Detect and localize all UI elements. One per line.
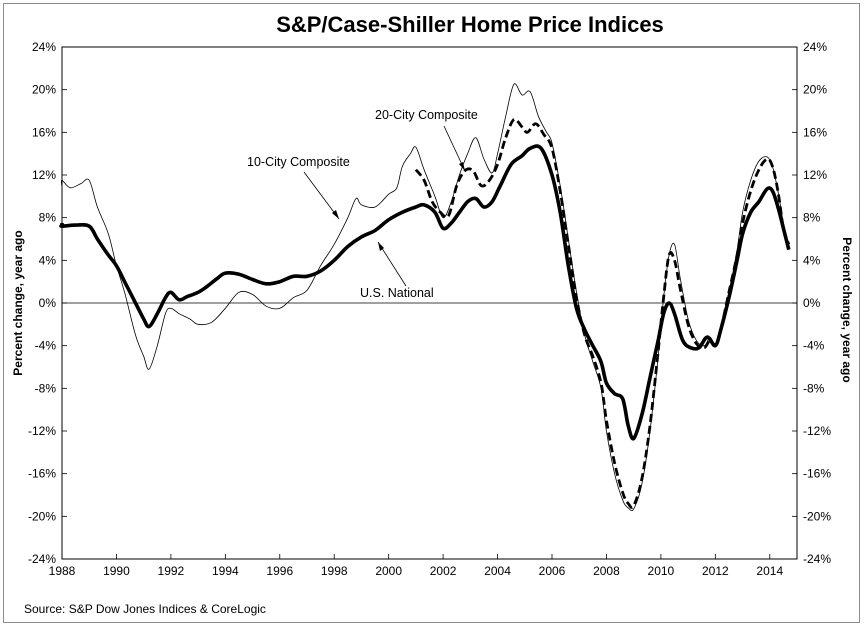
y-tick-label-left: 12% <box>32 168 56 182</box>
x-tick-label: 2002 <box>430 564 457 578</box>
x-tick-label: 1988 <box>49 564 76 578</box>
annotation-us-national-pointer <box>377 241 407 287</box>
y-tick-label-left: 16% <box>32 125 56 139</box>
y-tick-label-right: 24% <box>803 40 827 54</box>
series-line-20-city-composite <box>414 117 791 509</box>
y-tick-label-left: -4% <box>35 339 57 353</box>
chart-frame <box>3 3 860 623</box>
annotation-20-city-arrowhead <box>459 162 465 171</box>
y-tick-label-right: -24% <box>803 552 831 566</box>
x-tick-label: 1992 <box>158 564 185 578</box>
x-axis: 1988 1990 1992 1994 1996 1998 2000 2002 2004 2006… <box>49 554 783 578</box>
x-tick-label: 2004 <box>484 564 511 578</box>
x-tick-label: 2008 <box>593 564 620 578</box>
x-tick-label: 1996 <box>266 564 293 578</box>
annotation-10-city: 10-City Composite <box>247 155 350 169</box>
y-tick-label-right: 0% <box>803 296 821 310</box>
y-tick-label-left: 0% <box>39 296 57 310</box>
y-axis-right: 24% 20% 16% 12% 8% 4% 0% -4% -8% -12% -16% -20% -24% <box>792 40 831 566</box>
y-tick-label-right: 12% <box>803 168 827 182</box>
y-tick-label-right: -16% <box>803 467 831 481</box>
y-tick-label-left: -20% <box>28 509 56 523</box>
y-tick-label-right: -4% <box>803 339 825 353</box>
y-tick-label-right: 4% <box>803 253 821 267</box>
y-tick-label-left: 24% <box>32 40 56 54</box>
y-axis-label-left: Percent change, year ago <box>11 230 25 375</box>
series-line-10-city-composite <box>60 83 790 512</box>
y-tick-label-right: 16% <box>803 125 827 139</box>
x-tick-label: 2000 <box>375 564 402 578</box>
y-tick-label-right: 20% <box>803 83 827 97</box>
y-tick-label-right: -20% <box>803 509 831 523</box>
y-tick-label-left: 20% <box>32 83 56 97</box>
y-tick-label-left: 4% <box>39 253 57 267</box>
series-line-u-s-national <box>59 144 791 441</box>
y-tick-label-left: -8% <box>35 381 57 395</box>
annotation-us-national: U.S. National <box>360 286 434 300</box>
annotation-10-city-arrowhead <box>332 210 339 219</box>
x-tick-label: 2014 <box>756 564 783 578</box>
y-tick-label-left: -12% <box>28 424 56 438</box>
x-tick-label: 1998 <box>321 564 348 578</box>
x-tick-label: 2012 <box>702 564 729 578</box>
x-tick-label: 1990 <box>103 564 130 578</box>
x-tick-label: 1994 <box>212 564 239 578</box>
y-axis-left: 24% 20% 16% 12% 8% 4% 0% -4% -8% -12% -16% -20% -24% <box>28 40 67 566</box>
y-tick-label-left: -16% <box>28 467 56 481</box>
y-tick-label-right: -12% <box>803 424 831 438</box>
chart-title: S&P/Case-Shiller Home Price Indices <box>276 12 664 37</box>
y-tick-label-left: -24% <box>28 552 56 566</box>
x-tick-label: 2010 <box>648 564 675 578</box>
annotation-10-city-pointer <box>303 171 340 220</box>
annotation-us-national-arrowhead <box>378 242 384 251</box>
x-tick-label: 2006 <box>539 564 566 578</box>
y-tick-label-right: -8% <box>803 381 825 395</box>
y-tick-label-left: 8% <box>39 211 57 225</box>
annotation-20-city: 20-City Composite <box>375 108 478 122</box>
source-note: Source: S&P Dow Jones Indices & CoreLogi… <box>24 602 266 616</box>
series-layer <box>59 83 791 512</box>
y-tick-label-right: 8% <box>803 211 821 225</box>
y-axis-label-right: Percent change, year ago <box>840 237 854 382</box>
